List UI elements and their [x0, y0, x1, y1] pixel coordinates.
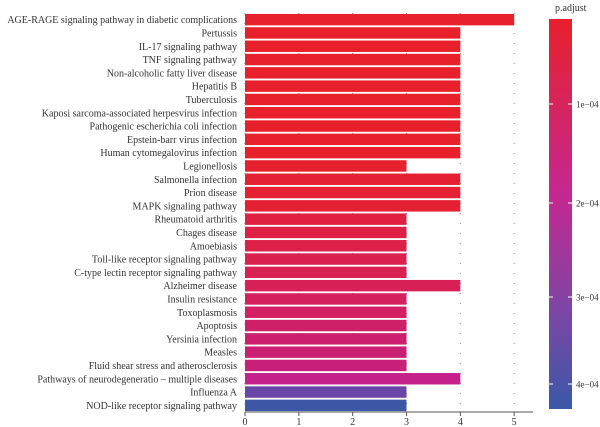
bar [245, 146, 461, 159]
category-label: C-type lectin receptor signaling pathway [74, 268, 237, 279]
bar [245, 107, 461, 119]
category-label: Alzheimer disease [163, 281, 237, 292]
plot-background [245, 13, 533, 412]
category-label: Human cytomegalovirus infection [100, 148, 237, 159]
bar [245, 67, 461, 79]
bar [245, 306, 407, 318]
legend-title: p.adjust [555, 3, 587, 14]
bar [245, 13, 515, 26]
bar [245, 200, 461, 212]
legend-tick-label: 2e−04 [576, 199, 599, 209]
bar [245, 133, 461, 146]
category-label: Amoebiasis [190, 241, 237, 252]
bar [245, 253, 407, 265]
category-label: Epstein-barr virus infection [127, 135, 237, 146]
bar [245, 53, 461, 66]
bar [245, 293, 407, 305]
bar [245, 226, 407, 239]
category-label: Legionellosis [183, 161, 237, 172]
category-label: Kaposi sarcoma-associated herpesvirus in… [42, 108, 237, 119]
category-label: Tuberculosis [186, 95, 237, 106]
x-tick-label: 4 [458, 417, 463, 427]
category-label: Influenza A [190, 388, 238, 399]
x-tick-label: 0 [243, 417, 248, 427]
bar [245, 186, 461, 199]
legend-tick-label: 1e−04 [576, 100, 599, 110]
category-label: Pathways of neurodegeneratio – multiple … [37, 374, 237, 385]
bar [245, 346, 407, 358]
x-tick-label: 2 [350, 417, 355, 427]
category-label: Pathogenic escherichia coli infection [90, 122, 237, 133]
legend-colorbar [549, 19, 572, 409]
bar [245, 213, 407, 225]
bar [245, 120, 461, 132]
category-label: IL-17 signaling pathway [139, 42, 237, 53]
bar [245, 279, 461, 292]
bar [245, 160, 407, 172]
category-label: Toxoplasmosis [177, 308, 237, 319]
category-label: Rheumatoid arthritis [155, 215, 238, 226]
x-tick-label: 3 [404, 417, 409, 427]
bar [245, 27, 461, 39]
color-legend: p.adjust 1e−04 2e−04 3e−04 4e−04 [549, 3, 599, 409]
bar [245, 386, 407, 398]
bar [245, 319, 407, 332]
category-label: Salmonella infection [154, 175, 237, 186]
bar [245, 240, 407, 252]
bar [245, 373, 461, 385]
bar [245, 399, 407, 412]
category-label: Measles [204, 348, 237, 359]
category-label: Insulin resistance [167, 294, 237, 305]
category-label: AGE-RAGE signaling pathway in diabetic c… [7, 15, 237, 26]
x-axis: 0 1 2 3 4 5 [243, 411, 533, 427]
category-label: Yersinia infection [166, 334, 237, 345]
category-labels: AGE-RAGE signaling pathway in diabetic c… [7, 15, 237, 412]
category-label: Pertussis [201, 28, 237, 39]
category-label: Hepatitis B [192, 82, 238, 93]
category-label: MAPK signaling pathway [133, 201, 237, 212]
x-tick-label: 5 [512, 417, 517, 427]
bar [245, 333, 407, 345]
bar [245, 359, 407, 372]
bars [245, 13, 515, 412]
category-label: Chages disease [176, 228, 237, 239]
bar [245, 93, 461, 106]
legend-tick-label: 3e−04 [576, 293, 599, 303]
category-label: Apoptosis [196, 321, 237, 332]
category-label: Fluid shear stress and atherosclerosis [89, 361, 237, 372]
legend-tick-label: 4e−04 [576, 380, 599, 390]
x-tick-label: 1 [296, 417, 301, 427]
bar [245, 266, 407, 279]
category-label: NOD-like receptor signaling pathway [86, 401, 237, 412]
category-label: Non-alcoholic fatty liver disease [107, 68, 238, 79]
category-label: Prion disease [184, 188, 238, 199]
bar [245, 40, 461, 52]
category-label: Toll-like receptor signaling pathway [92, 255, 237, 266]
bar [245, 80, 461, 92]
category-label: TNF signaling pathway [143, 55, 237, 66]
plot-area [245, 13, 533, 412]
bar [245, 173, 461, 185]
